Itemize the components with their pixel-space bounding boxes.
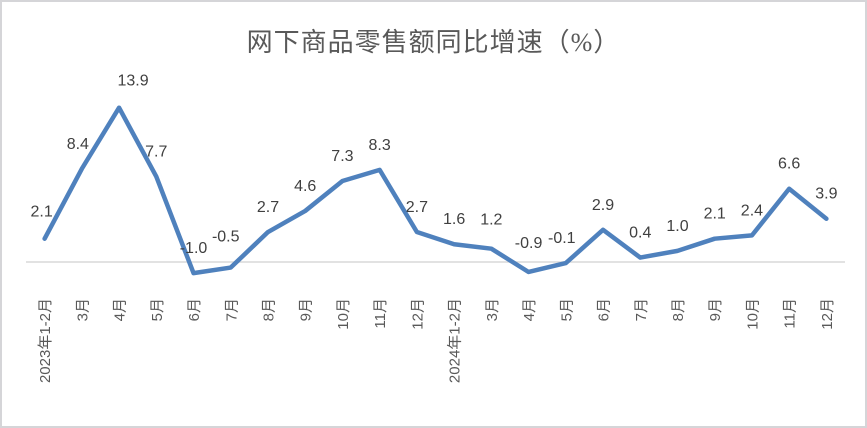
x-axis-label: 6月: [186, 298, 203, 321]
x-axis-label: 3月: [74, 298, 91, 321]
data-label: 2.1: [30, 204, 52, 221]
data-label: 8.3: [369, 137, 391, 154]
x-axis-label: 11月: [372, 298, 389, 329]
x-axis-label: 10月: [744, 298, 761, 330]
x-axis-label: 9月: [707, 298, 724, 321]
data-label: 1.0: [666, 218, 688, 235]
series-line: [42, 105, 829, 276]
data-label: 7.3: [331, 148, 353, 165]
x-axis-label: 12月: [409, 298, 426, 330]
x-axis-label: 9月: [298, 298, 315, 321]
data-label: 2.1: [704, 206, 726, 223]
data-label: -0.5: [212, 229, 240, 246]
x-axis-label: 8月: [670, 298, 687, 321]
x-axis-label: 2023年1-2月: [37, 298, 54, 383]
x-axis-label: 10月: [335, 298, 352, 330]
data-label: 6.6: [778, 156, 800, 173]
x-axis-label: 4月: [521, 298, 538, 321]
data-label: -0.9: [515, 235, 543, 252]
x-axis-label: 7月: [223, 298, 240, 321]
data-label: -0.1: [548, 230, 576, 247]
x-axis-label: 12月: [819, 298, 836, 330]
x-axis-label: 4月: [112, 298, 129, 321]
data-label: 2.7: [406, 199, 428, 216]
x-axis-label: 3月: [484, 298, 501, 321]
x-axis-label: 5月: [558, 298, 575, 321]
x-axis-label: 2024年1-2月: [447, 298, 464, 383]
data-label: 4.6: [294, 178, 316, 195]
data-label: 2.9: [592, 197, 614, 214]
data-label: 8.4: [67, 136, 89, 153]
x-axis-label: 5月: [149, 298, 166, 321]
data-label: 3.9: [815, 186, 837, 203]
x-axis-label: 11月: [782, 298, 799, 329]
data-label: 1.6: [443, 211, 465, 228]
x-axis-label: 8月: [260, 298, 277, 321]
data-label: 13.9: [117, 73, 148, 90]
data-label: 2.7: [257, 199, 279, 216]
data-label: 1.2: [480, 212, 502, 229]
x-axis-label: 6月: [596, 298, 613, 321]
data-label: 7.7: [145, 144, 167, 161]
data-label: 2.4: [741, 202, 763, 219]
data-label: 0.4: [629, 225, 651, 242]
x-axis-label: 7月: [633, 298, 650, 321]
data-label: -1.0: [180, 240, 208, 257]
